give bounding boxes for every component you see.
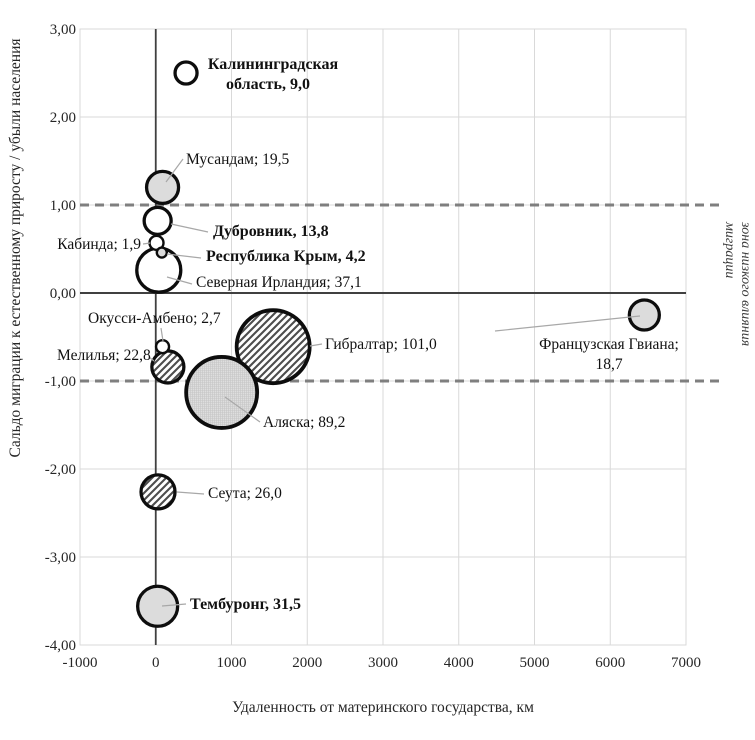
- bubble-temburong: [135, 584, 180, 628]
- x-tick-label: 4000: [444, 655, 474, 671]
- bubble-dubrovnik: [142, 205, 173, 236]
- leader-line-temburong: [161, 603, 187, 607]
- bubble-label-kabinda: Кабинда; 1,9: [57, 236, 141, 253]
- bubble-gibraltar: [234, 308, 312, 386]
- x-tick-label: 1000: [217, 655, 247, 671]
- y-tick-label: 1,00: [50, 198, 76, 214]
- bubble-label-guiana: 18,7: [595, 356, 622, 373]
- leader-line-kabinda: [142, 242, 151, 245]
- bubble-label-guiana: Французская Гвиана;: [539, 336, 679, 353]
- leader-line-musandam: [165, 158, 184, 183]
- y-tick-label: -4,00: [45, 638, 76, 654]
- y-tick-label: -2,00: [45, 462, 76, 478]
- bubble-musandam: [144, 169, 181, 206]
- leader-line-krym: [166, 253, 202, 259]
- leader-line-ceuta: [176, 491, 205, 495]
- y-tick-label: 2,00: [50, 110, 76, 126]
- bubble-label-melilla: Мелилья; 22,8: [57, 347, 151, 364]
- bubble-label-kaliningrad: Калининградская: [208, 56, 339, 73]
- bubble-labels: Калининградская область, 9,0 Мусандам; 19,…: [57, 56, 679, 613]
- bubble-label-dubrovnik: Дубровник, 13,8: [213, 223, 329, 240]
- leader-line-dubrovnik: [170, 223, 209, 233]
- leader-line-okussi: [160, 327, 164, 342]
- y-tick-label: 3,00: [50, 22, 76, 38]
- x-tick-label: 0: [152, 655, 160, 671]
- bubble-label-kaliningrad: область, 9,0: [226, 76, 310, 93]
- bubble-label-ceuta: Сеута; 26,0: [208, 485, 282, 502]
- x-tick-label: 3000: [368, 655, 398, 671]
- x-tick-label: 5000: [520, 655, 550, 671]
- y-axis-title: Сальдо миграции к естественному приросту…: [7, 38, 24, 457]
- x-tick-label: 6000: [595, 655, 625, 671]
- leader-line-gibraltar: [309, 343, 323, 347]
- bubble-ceuta: [139, 473, 177, 511]
- bubble-okussi: [154, 338, 171, 355]
- zone-annotation-line-2: миграции: [722, 221, 737, 278]
- bubble-label-alaska: Аляска; 89,2: [263, 414, 345, 431]
- bubble-krym: [155, 246, 169, 259]
- leader-line-alaska: [224, 396, 261, 423]
- bubble-kaliningrad: [173, 60, 199, 86]
- bubble-label-okussi: Окусси-Амбено; 2,7: [88, 310, 221, 327]
- y-tick-label: -3,00: [45, 550, 76, 566]
- bubble-label-krym: Республика Крым, 4,2: [206, 248, 366, 265]
- bubble-label-temburong: Тембуронг, 31,5: [190, 596, 301, 613]
- x-tick-label: 2000: [292, 655, 322, 671]
- x-tick-labels: -1000 0 1000 2000 3000 4000 5000 6000 7000: [63, 655, 702, 671]
- y-tick-labels: 3,00 2,00 1,00 0,00 -1,00 -2,00 -3,00 -4,00: [45, 22, 76, 654]
- zone-annotation-line-1: зона низкого влияния: [738, 221, 753, 346]
- leader-line-guiana: [494, 315, 641, 332]
- y-tick-label: 0,00: [50, 286, 76, 302]
- leader-line-n-ireland: [166, 276, 193, 285]
- bubble-melilla: [150, 349, 186, 385]
- x-tick-label: 7000: [671, 655, 701, 671]
- bubble-label-n-ireland: Северная Ирландия; 37,1: [196, 274, 362, 291]
- x-axis-title: Удаленность от материнского государства,…: [232, 699, 534, 716]
- bubble-alaska: [184, 355, 260, 430]
- bubble-label-musandam: Мусандам; 19,5: [186, 151, 290, 168]
- y-tick-label: -1,00: [45, 374, 76, 390]
- x-tick-label: -1000: [63, 655, 98, 671]
- bubbles: [135, 60, 661, 628]
- bubble-label-gibraltar: Гибралтар; 101,0: [325, 336, 437, 353]
- bubble-guiana: [627, 298, 661, 332]
- leader-lines: [142, 158, 641, 607]
- leader-line-melilla: [148, 356, 155, 362]
- plot-border: [79, 28, 687, 646]
